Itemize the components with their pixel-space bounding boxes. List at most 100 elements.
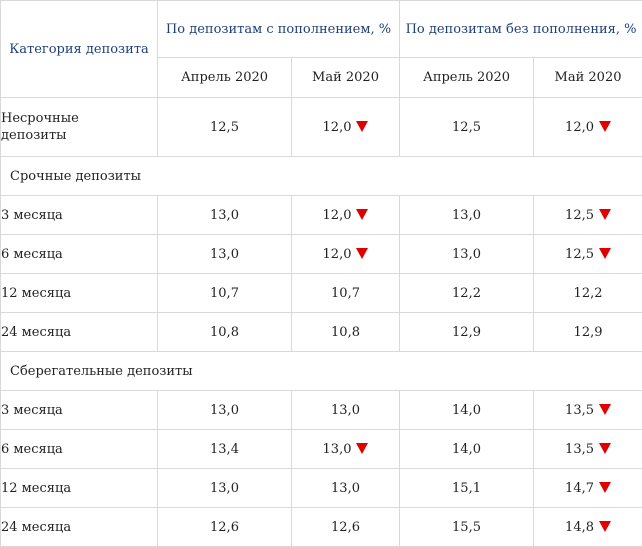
header-row-groups: Категория депозита По депозитам с пополн…	[0, 0, 642, 98]
with-may-value: 10,7	[331, 285, 360, 301]
without-may-value-cell: 12,5	[533, 234, 642, 274]
table-header: Категория депозита По депозитам с пополн…	[0, 0, 642, 98]
with-april-value-cell: 13,4	[157, 429, 292, 469]
without-may-value-cell: 14,8	[533, 507, 642, 547]
header-group-with-topup: По депозитам с пополнением, %	[156, 0, 401, 58]
decrease-arrow-icon	[599, 481, 611, 493]
header-with-april: Апрель 2020	[157, 57, 292, 98]
header-group-without-topup: По депозитам без пополнения, %	[399, 0, 642, 58]
with-may-value-cell: 12,0	[290, 234, 401, 274]
with-april-value-cell: 13,0	[157, 195, 292, 235]
without-april-value-cell: 13,0	[399, 195, 535, 235]
section-row: Сберегательные депозиты	[0, 351, 642, 391]
decrease-arrow-icon	[599, 208, 611, 220]
decrease-arrow-icon	[356, 442, 369, 454]
with-april-value: 10,8	[210, 324, 239, 340]
without-april-value: 12,2	[452, 285, 481, 301]
decrease-arrow-icon	[356, 208, 369, 220]
without-april-value: 15,5	[452, 519, 481, 535]
table-row: 6 месяца 13,4 13,0 14,0 13,5	[0, 429, 642, 469]
with-may-value-cell: 13,0	[290, 468, 401, 508]
without-april-value: 13,0	[452, 246, 481, 262]
without-april-value: 15,1	[452, 480, 481, 496]
without-april-value-cell: 12,9	[399, 312, 535, 352]
row-label: 24 месяца	[0, 312, 158, 352]
row-label: Несрочные депозиты	[0, 97, 158, 157]
table-row: 12 месяца 13,0 13,0 15,1 14,7	[0, 468, 642, 508]
without-may-value: 13,5	[565, 441, 594, 457]
with-may-value: 13,0	[331, 402, 360, 418]
row-label: 24 месяца	[0, 507, 158, 547]
without-april-value-cell: 14,0	[399, 429, 535, 469]
with-april-value-cell: 13,0	[157, 234, 292, 274]
without-may-value-cell: 12,9	[533, 312, 642, 352]
with-may-value-cell: 10,7	[290, 273, 401, 313]
decrease-arrow-icon	[599, 442, 611, 454]
with-may-value: 13,0	[322, 441, 352, 457]
with-may-value: 12,0	[322, 246, 352, 262]
with-april-value-cell: 10,7	[157, 273, 292, 313]
header-category: Категория депозита	[0, 0, 158, 98]
section-label: Сберегательные депозиты	[0, 351, 642, 391]
section-label: Срочные депозиты	[0, 156, 642, 196]
without-april-value-cell: 12,5	[399, 97, 535, 157]
without-may-value-cell: 13,5	[533, 390, 642, 430]
without-april-value-cell: 15,5	[399, 507, 535, 547]
table-row: 3 месяца 13,0 13,0 14,0 13,5	[0, 390, 642, 430]
decrease-arrow-icon	[599, 520, 611, 532]
row-label: 3 месяца	[0, 390, 158, 430]
decrease-arrow-icon	[356, 247, 369, 259]
without-may-value: 12,9	[573, 324, 603, 340]
without-april-value-cell: 12,2	[399, 273, 535, 313]
table-row: 24 месяца 10,8 10,8 12,9 12,9	[0, 312, 642, 352]
without-may-value: 12,5	[565, 246, 594, 262]
table-row: 12 месяца 10,7 10,7 12,2 12,2	[0, 273, 642, 313]
header-without-may: Май 2020	[533, 57, 642, 98]
with-may-value-cell: 10,8	[290, 312, 401, 352]
table-row: 6 месяца 13,0 12,0 13,0 12,5	[0, 234, 642, 274]
without-april-value: 12,9	[452, 324, 481, 340]
with-may-value: 12,6	[331, 519, 360, 535]
with-may-value: 12,0	[322, 207, 352, 223]
without-april-value: 14,0	[452, 402, 481, 418]
with-may-value-cell: 12,0	[290, 97, 401, 157]
table-body: Несрочные депозиты 12,5 12,0 12,5 12,0 Срочны…	[0, 97, 642, 547]
without-may-value-cell: 12,2	[533, 273, 642, 313]
without-april-value: 12,5	[452, 119, 481, 135]
header-without-april: Апрель 2020	[399, 57, 535, 98]
row-label: 6 месяца	[0, 429, 158, 469]
row-label: 12 месяца	[0, 273, 158, 313]
table-row: 3 месяца 13,0 12,0 13,0 12,5	[0, 195, 642, 235]
with-may-value: 13,0	[331, 480, 360, 496]
table-row: Несрочные депозиты 12,5 12,0 12,5 12,0	[0, 97, 642, 157]
row-label: 6 месяца	[0, 234, 158, 274]
without-april-value-cell: 14,0	[399, 390, 535, 430]
table-row: 24 месяца 12,6 12,6 15,5 14,8	[0, 507, 642, 547]
decrease-arrow-icon	[599, 247, 611, 259]
header-with-may: Май 2020	[290, 57, 401, 98]
with-april-value: 13,0	[210, 402, 239, 418]
decrease-arrow-icon	[356, 120, 369, 132]
with-april-value: 13,0	[210, 246, 239, 262]
with-april-value-cell: 13,0	[157, 390, 292, 430]
without-may-value: 14,8	[565, 519, 594, 535]
without-april-value-cell: 13,0	[399, 234, 535, 274]
without-may-value: 13,5	[565, 402, 594, 418]
with-april-value: 12,6	[210, 519, 239, 535]
with-april-value: 13,4	[210, 441, 239, 457]
with-may-value: 10,8	[331, 324, 360, 340]
without-may-value-cell: 14,7	[533, 468, 642, 508]
with-may-value: 12,0	[322, 119, 352, 135]
without-april-value: 14,0	[452, 441, 481, 457]
row-label: 12 месяца	[0, 468, 158, 508]
with-may-value-cell: 13,0	[290, 429, 401, 469]
decrease-arrow-icon	[599, 403, 611, 415]
with-april-value-cell: 12,6	[157, 507, 292, 547]
without-may-value: 14,7	[565, 480, 594, 496]
without-april-value-cell: 15,1	[399, 468, 535, 508]
with-april-value-cell: 10,8	[157, 312, 292, 352]
with-may-value-cell: 13,0	[290, 390, 401, 430]
without-may-value: 12,0	[565, 119, 594, 135]
with-april-value: 13,0	[210, 207, 239, 223]
